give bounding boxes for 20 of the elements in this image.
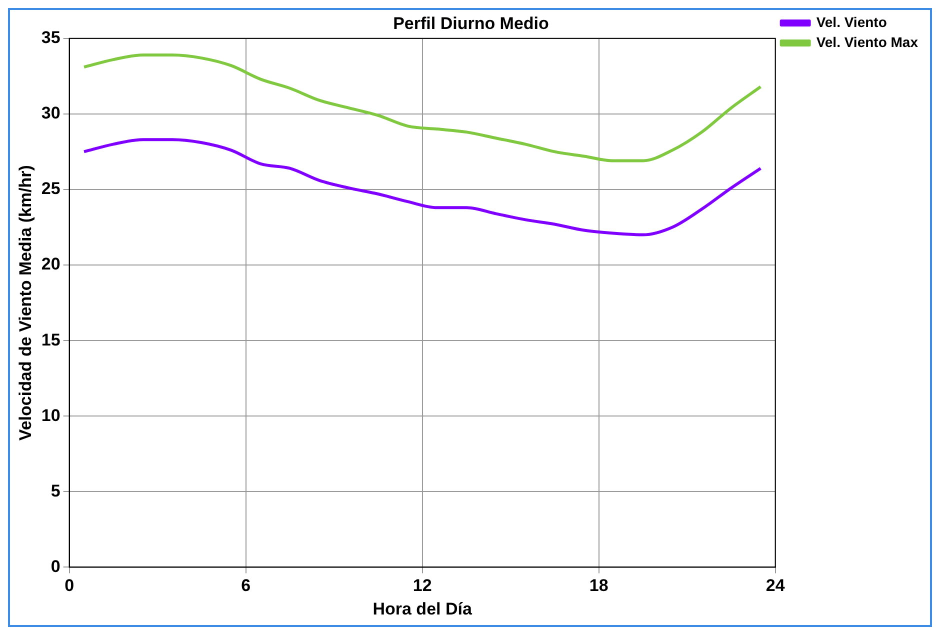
chart-title: Perfil Diurno Medio — [393, 14, 549, 33]
y-tick-label: 15 — [41, 330, 60, 350]
y-tick-label: 0 — [50, 556, 60, 576]
legend-label: Vel. Viento — [816, 14, 887, 30]
y-tick-label: 35 — [41, 28, 60, 48]
x-tick-label: 24 — [766, 576, 786, 596]
y-tick-label: 25 — [41, 179, 60, 198]
x-tick-label: 12 — [412, 576, 432, 596]
legend-label: Vel. Viento Max — [816, 34, 918, 50]
y-tick-label: 5 — [50, 481, 60, 500]
x-tick-label: 18 — [589, 576, 608, 596]
x-tick-label: 6 — [241, 576, 251, 596]
line-series — [82, 54, 762, 162]
y-tick-label: 10 — [41, 406, 60, 425]
y-axis-title: Velocidad de Viento Media (km/hr) — [16, 165, 35, 441]
x-tick-label: 0 — [64, 576, 74, 596]
y-tick-label: 30 — [41, 104, 60, 123]
line-series — [82, 138, 762, 236]
x-axis-title: Hora del Día — [372, 599, 472, 618]
y-tick-label: 20 — [41, 254, 60, 274]
